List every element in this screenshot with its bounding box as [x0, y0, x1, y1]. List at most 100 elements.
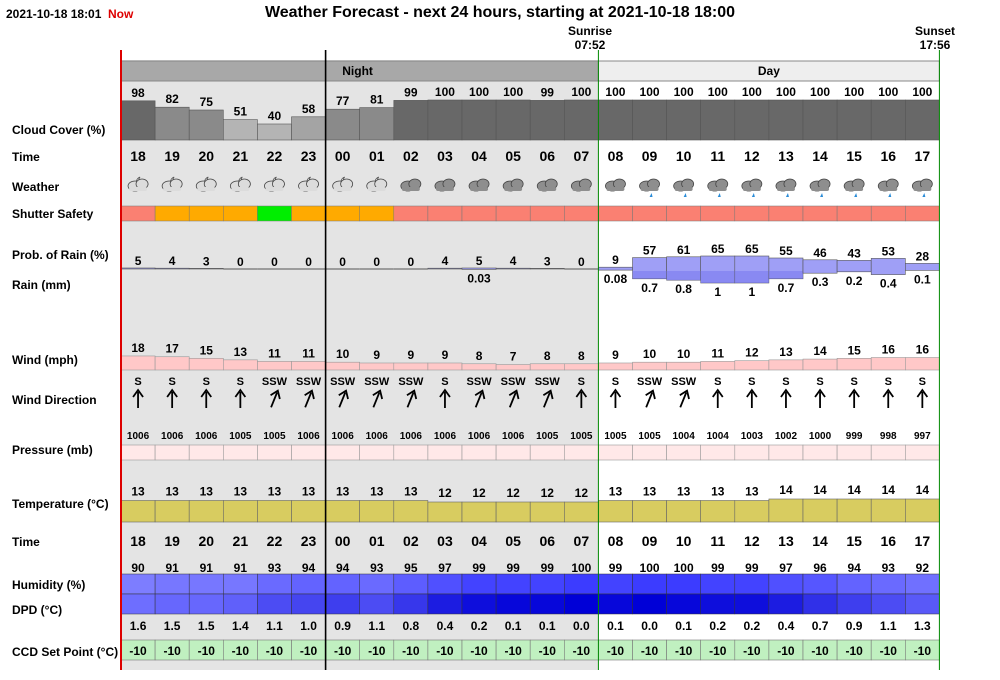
partly-cloudy-night-icon [127, 176, 149, 192]
arrow-shaft [304, 392, 313, 408]
wind-arrow-icon [304, 389, 315, 408]
prob-rain-value: 5 [135, 254, 142, 268]
dpd-value: 0.4 [778, 619, 795, 633]
time-label: 18 [130, 148, 146, 164]
prob-rain-value: 0 [271, 255, 278, 269]
wind-arrow-icon [439, 388, 451, 408]
cloud-bar [154, 106, 190, 141]
pressure-value: 1004 [707, 431, 730, 442]
humidity-value: 99 [506, 561, 520, 575]
cloud-value: 100 [776, 85, 796, 99]
time-label: 06 [539, 148, 555, 164]
rain-drop [820, 193, 824, 197]
shutter-cell [257, 205, 292, 222]
wind-bar [359, 362, 395, 371]
ccd-value: -10 [880, 644, 898, 658]
time-label-bottom: 00 [335, 533, 351, 549]
arrow-head [304, 389, 315, 400]
light-rain-icon [673, 178, 695, 197]
shutter-cell [188, 205, 224, 222]
temperature-bar [836, 498, 872, 523]
pressure-cell [393, 444, 429, 461]
wind-value: 10 [336, 347, 350, 361]
humidity-value: 95 [404, 561, 418, 575]
wind-direction-label: SSW [262, 376, 288, 388]
wind-bar [700, 361, 736, 371]
cloudy-icon [570, 178, 592, 192]
humidity-cell [768, 573, 804, 595]
dpd-cell [257, 593, 292, 615]
prob-rain-value: 4 [169, 254, 176, 268]
time-label: 00 [335, 148, 351, 164]
wind-value: 9 [442, 348, 449, 362]
shutter-cell [802, 205, 838, 222]
temperature-value: 13 [336, 485, 350, 499]
humidity-cell [495, 573, 531, 595]
cloud-base [913, 187, 932, 191]
cloud-value: 100 [708, 85, 728, 99]
dpd-cell [734, 593, 770, 615]
arrow-head [372, 389, 384, 400]
wind-bar [632, 361, 667, 371]
shutter-cell [427, 205, 463, 222]
pressure-cell [666, 444, 701, 461]
pressure-value: 1006 [332, 431, 355, 442]
temperature-value: 13 [609, 485, 623, 499]
now-label: Now [108, 7, 134, 21]
temperature-bar [734, 500, 770, 523]
temperature-value: 13 [302, 485, 316, 499]
cloud-bar [427, 99, 463, 141]
partly-cloudy-night-icon [195, 176, 217, 192]
wind-direction-label: S [748, 376, 755, 388]
humidity-value: 99 [711, 561, 725, 575]
wind-bar [120, 355, 156, 371]
sunset-label: Sunset [914, 24, 955, 38]
time-label-bottom: 11 [710, 533, 725, 549]
light-rain-icon [639, 178, 660, 197]
prob-rain-value: 0 [373, 255, 380, 269]
cloud-base [401, 187, 420, 191]
wind-direction-label: S [168, 376, 175, 388]
rain-drop [854, 193, 858, 197]
prob-rain-value: 0 [305, 255, 312, 269]
rain-amount-value: 0.7 [778, 281, 795, 295]
arrow-head [166, 388, 178, 398]
wind-value: 11 [302, 346, 315, 360]
rain-bar [461, 267, 497, 270]
arrow-head [712, 388, 724, 398]
time-label-bottom: 06 [539, 533, 555, 549]
temperature-bar [870, 498, 906, 523]
wind-direction-label: SSW [467, 376, 493, 388]
temperature-bar [257, 500, 292, 523]
humidity-cell [632, 573, 667, 595]
shutter-cell [359, 205, 395, 222]
arrow-shaft [406, 392, 415, 408]
wind-direction-label: S [441, 376, 448, 388]
dpd-value: 0.2 [471, 619, 488, 633]
rain-drop [785, 193, 789, 197]
temperature-bar [325, 500, 361, 523]
temperature-value: 13 [643, 485, 657, 499]
prob-rain-value: 0 [237, 255, 244, 269]
prob-rain-value: 0 [408, 255, 415, 269]
night-label: Night [342, 64, 373, 78]
dpd-cell [870, 593, 906, 615]
partly-cloudy-night-icon [298, 176, 319, 192]
time-label: 14 [812, 148, 828, 164]
time-label-bottom: 22 [267, 533, 283, 549]
dpd-value: 0.2 [744, 619, 761, 633]
wind-bar [393, 362, 429, 371]
temperature-value: 13 [370, 485, 384, 499]
ccd-value: -10 [743, 644, 761, 658]
cloud-value: 99 [541, 85, 555, 99]
dpd-cell [598, 593, 633, 615]
temperature-value: 14 [916, 483, 930, 497]
wind-value: 17 [165, 342, 179, 356]
rain-amount-bar [632, 271, 667, 279]
pressure-cell [529, 444, 565, 461]
pressure-value: 1006 [468, 431, 491, 442]
arrow-head [338, 389, 349, 400]
ccd-value: -10 [470, 644, 488, 658]
dpd-cell [632, 593, 667, 615]
pressure-cell [223, 444, 258, 461]
